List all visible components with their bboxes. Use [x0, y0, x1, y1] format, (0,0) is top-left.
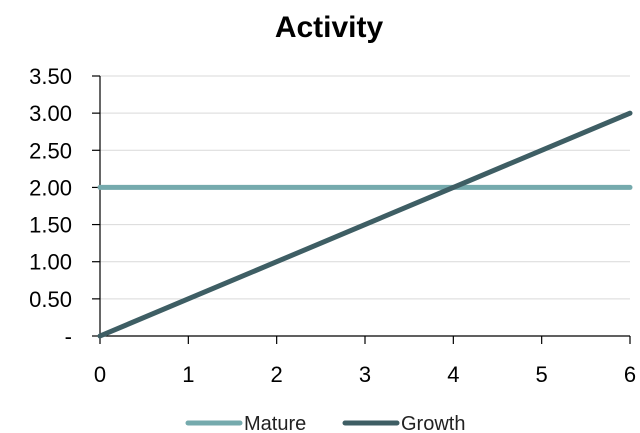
legend-label-mature: Mature: [244, 413, 306, 433]
x-tick-label: 2: [271, 362, 283, 387]
x-axis-ticks: 0 1 2 3 4 5 6: [94, 362, 636, 387]
y-tick-label: 3.00: [29, 101, 72, 126]
x-tick-label: 5: [536, 362, 548, 387]
y-tick-label: 2.50: [29, 138, 72, 163]
x-tick-label: 0: [94, 362, 106, 387]
y-tick-label: 2.00: [29, 175, 72, 200]
y-tick-label: 1.00: [29, 250, 72, 275]
axes: [92, 75, 631, 344]
y-axis-ticks: - 0.50 1.00 1.50 2.00 2.50 3.00 3.50: [29, 64, 72, 349]
x-tick-label: 6: [624, 362, 636, 387]
chart-title: Activity: [275, 11, 384, 44]
y-tick-label: 0.50: [29, 287, 72, 312]
series-line-growth: [97, 110, 633, 339]
y-tick-label: 3.50: [29, 64, 72, 89]
series-lines: [97, 110, 633, 339]
x-tick-label: 1: [182, 362, 194, 387]
y-tick-label: 1.50: [29, 213, 72, 238]
legend-label-growth: Growth: [401, 413, 465, 433]
y-tick-label: -: [65, 324, 72, 349]
legend: Mature Growth: [185, 413, 465, 433]
x-tick-label: 4: [447, 362, 459, 387]
x-tick-label: 3: [359, 362, 371, 387]
